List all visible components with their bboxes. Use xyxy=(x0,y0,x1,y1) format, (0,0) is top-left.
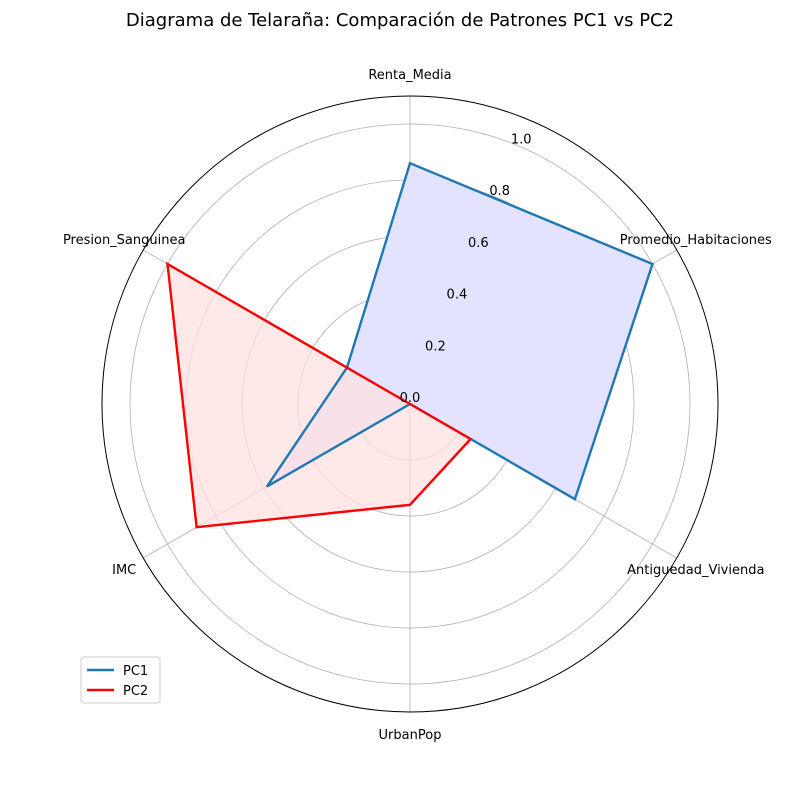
category-label: Antiguedad_Vivienda xyxy=(627,563,764,578)
radar-labels: Renta_Media Promedio_Habitaciones Antigued… xyxy=(63,68,772,743)
chart-title: Diagrama de Telaraña: Comparación de Pat… xyxy=(126,10,674,31)
legend-label-pc2: PC2 xyxy=(123,684,148,699)
category-label: Renta_Media xyxy=(368,68,451,83)
series-line-pc2 xyxy=(166,261,473,529)
category-label: Promedio_Habitaciones xyxy=(620,233,772,248)
category-label: UrbanPop xyxy=(379,728,442,743)
category-label: Presion_Sanguinea xyxy=(63,233,186,248)
radial-tick-label: 0.2 xyxy=(425,339,446,354)
legend-box xyxy=(80,656,161,704)
radial-tick-label: 0.0 xyxy=(400,391,421,406)
radial-tick-label: 0.4 xyxy=(447,288,468,303)
radial-tick-label: 0.8 xyxy=(489,184,510,199)
legend: PC1 PC2 xyxy=(80,656,161,704)
series-area-pc2 xyxy=(167,264,471,528)
radial-tick-label: 0.6 xyxy=(468,236,489,251)
polar-frame xyxy=(101,95,719,713)
legend-label-pc1: PC1 xyxy=(123,664,148,679)
radial-tick-label: 1.0 xyxy=(511,132,532,147)
category-label: IMC xyxy=(112,563,136,578)
radar-series xyxy=(166,161,654,529)
